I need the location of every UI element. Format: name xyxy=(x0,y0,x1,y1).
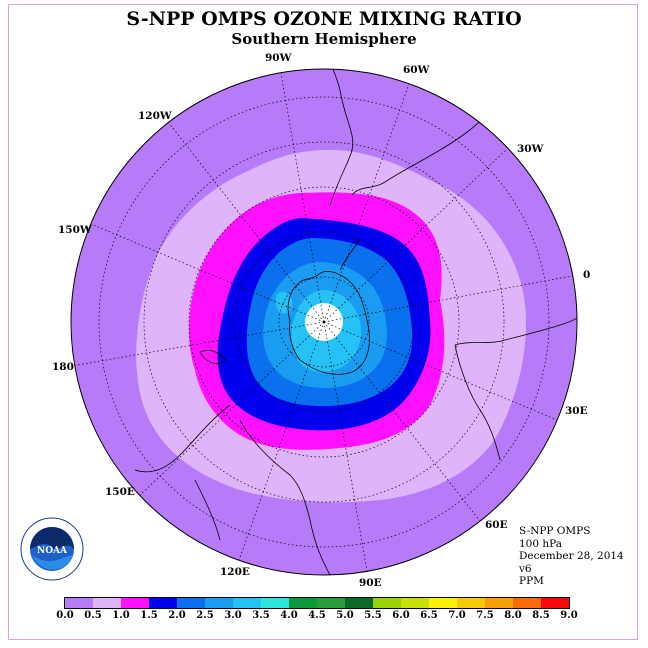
lon-label-150e: 150E xyxy=(105,486,135,498)
lon-label-120e: 120E xyxy=(220,566,250,578)
colorbar-swatch xyxy=(541,598,569,608)
lon-label-90w: 90W xyxy=(265,52,292,64)
noaa-logo-text: NOAA xyxy=(37,546,68,556)
colorbar xyxy=(64,597,570,609)
colorbar-tick-label: 1.0 xyxy=(112,610,130,621)
colorbar-tick-label: 7.0 xyxy=(448,610,466,621)
figure-frame xyxy=(8,4,638,640)
colorbar-swatch xyxy=(513,598,541,608)
colorbar-swatch xyxy=(65,598,93,608)
coastlines xyxy=(134,69,577,575)
colorbar-swatch xyxy=(93,598,121,608)
colorbar-swatch xyxy=(345,598,373,608)
map-title: S-NPP OMPS OZONE MIXING RATIO xyxy=(126,8,522,30)
colorbar-tick-label: 3.5 xyxy=(252,610,270,621)
colorbar-tick-label: 1.5 xyxy=(140,610,158,621)
lon-label-60w: 60W xyxy=(403,64,430,76)
colorbar-tick-label: 8.5 xyxy=(532,610,550,621)
colorbar-swatch xyxy=(457,598,485,608)
noaa-logo: NOAA xyxy=(20,517,84,581)
lon-label-120w: 120W xyxy=(138,110,172,122)
info-level: 100 hPa xyxy=(519,537,562,550)
colorbar-swatch xyxy=(429,598,457,608)
colorbar-swatch xyxy=(401,598,429,608)
colorbar-tick-label: 7.5 xyxy=(476,610,494,621)
graticule xyxy=(71,72,577,572)
colorbar-tick-label: 4.0 xyxy=(280,610,298,621)
colorbar-swatch xyxy=(289,598,317,608)
colorbar-tick-label: 4.5 xyxy=(308,610,326,621)
colorbar-tick-label: 2.0 xyxy=(168,610,186,621)
colorbar-swatch xyxy=(177,598,205,608)
colorbar-swatch xyxy=(149,598,177,608)
colorbar-swatch xyxy=(317,598,345,608)
colorbar-tick-label: 8.0 xyxy=(504,610,522,621)
colorbar-swatch xyxy=(373,598,401,608)
lon-label-0: 0 xyxy=(583,269,590,281)
colorbar-tick-label: 6.0 xyxy=(392,610,410,621)
colorbar-swatch xyxy=(261,598,289,608)
colorbar-swatch xyxy=(121,598,149,608)
map-boundary xyxy=(70,68,578,576)
colorbar-tick-label: 0.0 xyxy=(56,610,74,621)
info-units: PPM xyxy=(519,575,544,587)
colorbar-tick-label: 5.5 xyxy=(364,610,382,621)
colorbar-swatch xyxy=(205,598,233,608)
info-date: December 28, 2014 xyxy=(519,550,624,562)
info-version: v6 xyxy=(519,562,532,575)
colorbar-tick-label: 3.0 xyxy=(224,610,242,621)
pole-dot xyxy=(322,320,326,324)
lon-label-150w: 150W xyxy=(58,224,92,236)
colorbar-tick-label: 0.5 xyxy=(84,610,102,621)
lon-label-30w: 30W xyxy=(517,143,544,155)
lon-label-30e: 30E xyxy=(565,405,588,417)
lon-label-60e: 60E xyxy=(485,519,508,531)
colorbar-tick-label: 6.5 xyxy=(420,610,438,621)
lon-label-90e: 90E xyxy=(359,577,382,589)
colorbar-tick-label: 2.5 xyxy=(196,610,214,621)
colorbar-tick-label: 5.0 xyxy=(336,610,354,621)
colorbar-tick-label: 9.0 xyxy=(560,610,578,621)
info-instrument: S-NPP OMPS xyxy=(519,525,591,537)
colorbar-swatch xyxy=(233,598,261,608)
lon-label-180: 180 xyxy=(52,361,74,373)
colorbar-swatch xyxy=(485,598,513,608)
map-subtitle: Southern Hemisphere xyxy=(231,30,417,48)
info-block: S-NPP OMPS 100 hPa December 28, 2014 v6 … xyxy=(519,525,624,588)
